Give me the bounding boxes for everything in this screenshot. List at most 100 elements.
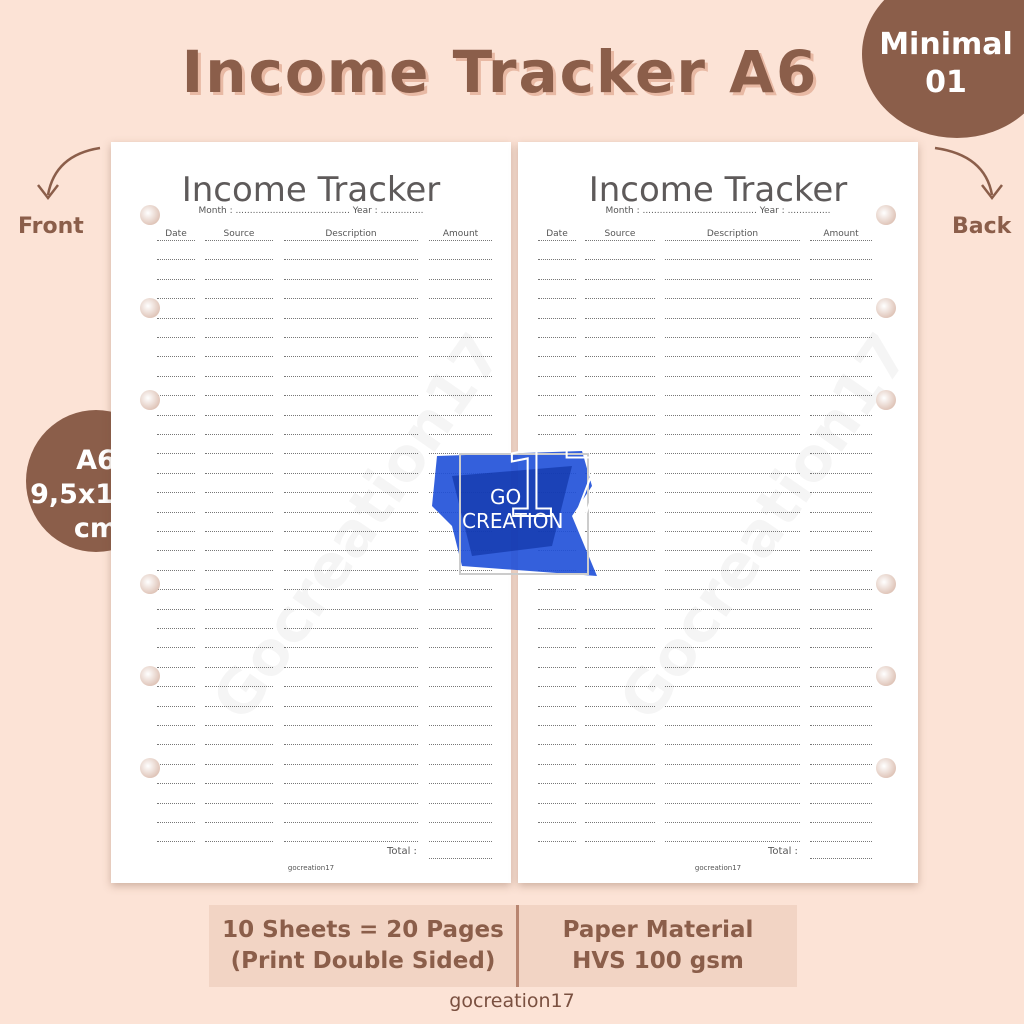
entry-line (810, 841, 872, 843)
entry-line (810, 725, 872, 726)
entry-line (284, 240, 418, 241)
entry-line (157, 628, 195, 629)
entry-line (205, 589, 273, 591)
punch-hole (140, 574, 160, 594)
entry-line (157, 453, 195, 455)
entry-line (205, 725, 273, 726)
entry-line (585, 317, 655, 319)
entry-line (585, 531, 655, 532)
entry-line (157, 705, 195, 707)
punch-hole (140, 298, 160, 318)
entry-line (810, 628, 872, 629)
entry-line (157, 434, 195, 435)
entry-line (665, 472, 800, 474)
entry-line (665, 550, 800, 552)
punch-hole (876, 574, 896, 594)
entry-line (538, 375, 576, 377)
entry-line (284, 628, 418, 629)
gocreation17-logo: 17 GO CREATION (432, 446, 597, 576)
entry-line (810, 744, 872, 746)
entry-line (205, 686, 273, 688)
entry-line (429, 414, 492, 416)
entry-line (538, 414, 576, 416)
entry-line (205, 434, 273, 435)
punch-hole (140, 758, 160, 778)
product-title: Income Tracker A6 (181, 38, 819, 106)
entry-line (429, 278, 492, 280)
entry-line (665, 802, 800, 804)
entry-line (538, 802, 576, 804)
sheet-footer: gocreation17 (694, 864, 742, 872)
entry-line (429, 763, 492, 765)
entry-line (585, 492, 655, 494)
brand-footer: gocreation17 (449, 990, 575, 1012)
entry-line (284, 589, 418, 591)
logo-number: 17 (502, 446, 597, 538)
entry-line (429, 705, 492, 707)
entry-line (585, 569, 655, 571)
punch-hole (140, 390, 160, 410)
entry-line (205, 744, 273, 746)
entry-line (284, 744, 418, 746)
entry-line (665, 705, 800, 707)
entry-line (205, 705, 273, 707)
entry-line (585, 240, 655, 241)
entry-line (157, 783, 195, 785)
material-info: Paper Material HVS 100 gsm (519, 905, 797, 987)
entry-line (284, 317, 418, 319)
entry-line (157, 259, 195, 261)
column-header: Source (223, 229, 255, 239)
entry-line (157, 763, 195, 765)
entry-line (810, 492, 872, 494)
entry-line (205, 802, 273, 804)
entry-line (810, 278, 872, 280)
entry-line (538, 647, 576, 649)
entry-line (810, 608, 872, 610)
curved-arrow-icon (934, 146, 1003, 201)
entry-line (429, 744, 492, 746)
entry-line (585, 434, 655, 435)
entry-line (205, 647, 273, 649)
entry-line (157, 666, 195, 668)
entry-line (157, 550, 195, 552)
entry-line (157, 511, 195, 513)
entry-line (284, 569, 418, 571)
entry-line (810, 763, 872, 765)
material-label: Paper Material (562, 917, 754, 943)
entry-line (284, 511, 418, 513)
entry-line (665, 298, 800, 300)
entry-line (585, 414, 655, 416)
entry-line (205, 356, 273, 358)
entry-line (284, 531, 418, 532)
sheets-info: 10 Sheets = 20 Pages (Print Double Sided) (209, 905, 517, 987)
entry-line (810, 356, 872, 358)
entry-line (205, 240, 273, 241)
column-header: Date (165, 229, 187, 239)
entry-line (538, 317, 576, 319)
entry-line (205, 259, 273, 261)
entry-line (205, 531, 273, 532)
size-line1: A6 (76, 445, 116, 476)
entry-line (284, 705, 418, 707)
entry-line (585, 686, 655, 688)
punch-hole (140, 666, 160, 686)
entry-line (429, 666, 492, 668)
entry-line (810, 569, 872, 571)
entry-line (205, 317, 273, 319)
entry-line (538, 278, 576, 280)
entry-line (538, 666, 576, 668)
entry-line (429, 337, 492, 338)
entry-line (429, 356, 492, 358)
entry-line (665, 531, 800, 532)
entry-line (429, 375, 492, 377)
front-label: Front (18, 214, 84, 239)
back-label: Back (952, 214, 1012, 239)
entry-line (429, 783, 492, 785)
entry-line (665, 259, 800, 261)
entry-line (205, 666, 273, 668)
entry-line (205, 608, 273, 610)
entry-line (429, 841, 492, 843)
sheets-count: 10 Sheets = 20 Pages (222, 917, 504, 943)
entry-line (538, 608, 576, 610)
entry-line (585, 259, 655, 261)
